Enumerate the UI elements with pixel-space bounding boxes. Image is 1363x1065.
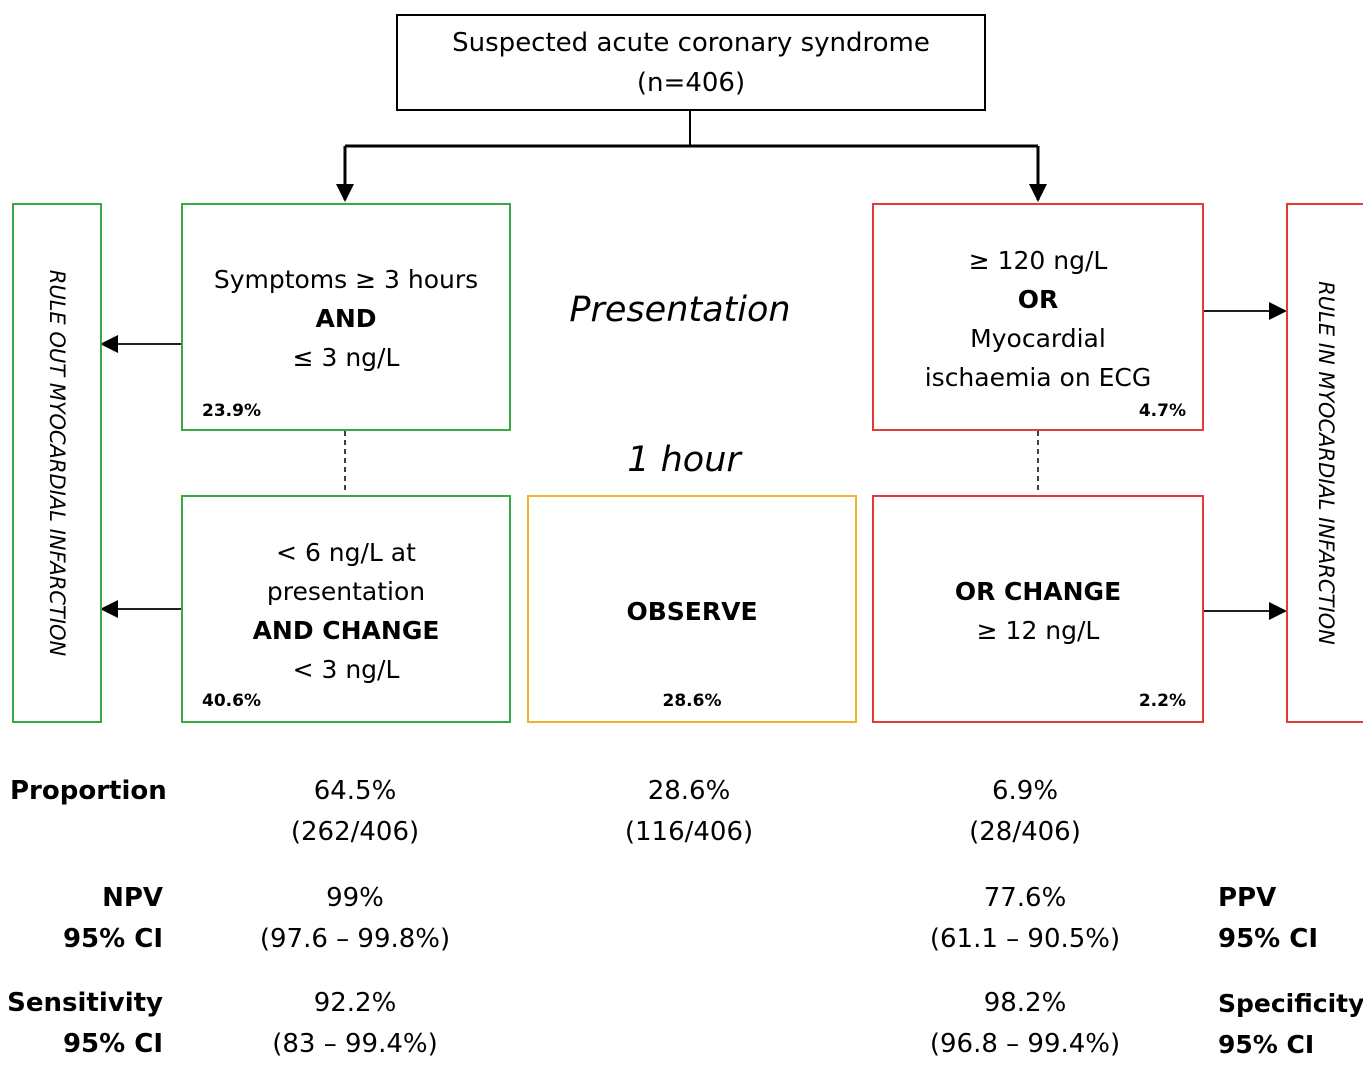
sensitivity-ci-label: 95% CI	[62, 1029, 163, 1059]
top-box-title: Suspected acute coronary syndrome	[452, 27, 930, 58]
sensitivity-ci: (83 – 99.4%)	[272, 1029, 438, 1059]
specificity-ci-label: 95% CI	[1218, 1030, 1315, 1059]
proportion-rule-out-pct: 64.5%	[313, 776, 397, 806]
npv-label-text: NPV	[102, 883, 163, 913]
rule-out-label: RULE OUT MYOCARDIAL INFARCTION	[45, 269, 69, 657]
sensitivity-label-text: Sensitivity	[7, 988, 163, 1018]
ro-1h-line1: < 6 ng/L at	[276, 538, 416, 567]
proportion-rule-in: 6.9% (28/406)	[885, 771, 1165, 853]
ro-pres-pct: 23.9%	[202, 401, 261, 421]
ppv-label: PPV 95% CI	[1218, 878, 1318, 960]
ppv-values: 77.6% (61.1 – 90.5%)	[885, 878, 1165, 960]
ri-pres-line4: ischaemia on ECG	[924, 363, 1152, 392]
npv-value: 99%	[326, 883, 384, 913]
ro-1h-line3: AND CHANGE	[252, 616, 440, 645]
proportion-observe-pct: 28.6%	[647, 776, 731, 806]
npv-label: NPV 95% CI	[0, 878, 163, 960]
rule-out-presentation-box: Symptoms ≥ 3 hours AND ≤ 3 ng/L 23.9%	[181, 203, 511, 431]
rule-in-box: RULE IN MYOCARDIAL INFARCTION	[1286, 203, 1363, 723]
top-box-count: (n=406)	[636, 67, 746, 98]
ri-1h-pct: 2.2%	[1138, 691, 1186, 711]
ro-pres-line1: Symptoms ≥ 3 hours	[213, 265, 479, 294]
npv-ci: (97.6 – 99.8%)	[259, 924, 451, 954]
suspected-acs-box: Suspected acute coronary syndrome (n=406…	[396, 14, 986, 111]
observe-pct: 28.6%	[662, 691, 722, 711]
ro-pres-line3: ≤ 3 ng/L	[292, 343, 400, 372]
specificity-value: 98.2%	[983, 988, 1067, 1018]
ro-pres-line2: AND	[315, 304, 377, 333]
rule-out-1h-box: < 6 ng/L at presentation AND CHANGE < 3 …	[181, 495, 511, 723]
ro-1h-line4: < 3 ng/L	[292, 655, 400, 684]
ri-pres-line3: Myocardial	[970, 324, 1106, 353]
ri-1h-line1: OR CHANGE	[954, 577, 1122, 606]
proportion-rule-out-count: (262/406)	[290, 817, 420, 847]
specificity-label-text: Specificity	[1218, 989, 1363, 1018]
specificity-label: Specificity 95% CI	[1218, 983, 1363, 1065]
ro-1h-pct: 40.6%	[202, 691, 261, 711]
proportion-observe-count: (116/406)	[624, 817, 754, 847]
proportion-rule-in-pct: 6.9%	[991, 776, 1059, 806]
rule-out-box: RULE OUT MYOCARDIAL INFARCTION	[12, 203, 102, 723]
rule-in-label: RULE IN MYOCARDIAL INFARCTION	[1314, 281, 1338, 645]
proportion-rule-out: 64.5% (262/406)	[215, 771, 495, 853]
sensitivity-value: 92.2%	[313, 988, 397, 1018]
specificity-values: 98.2% (96.8 – 99.4%)	[885, 983, 1165, 1065]
sensitivity-values: 92.2% (83 – 99.4%)	[215, 983, 495, 1065]
ri-pres-line1: ≥ 120 ng/L	[968, 246, 1108, 275]
ri-pres-line2: OR	[1017, 285, 1059, 314]
ppv-label-text: PPV	[1218, 883, 1277, 913]
proportion-observe: 28.6% (116/406)	[549, 771, 829, 853]
npv-ci-label: 95% CI	[62, 924, 163, 954]
rule-in-presentation-box: ≥ 120 ng/L OR Myocardial ischaemia on EC…	[872, 203, 1204, 431]
rule-in-1h-box: OR CHANGE ≥ 12 ng/L 2.2%	[872, 495, 1204, 723]
ri-1h-line2: ≥ 12 ng/L	[976, 616, 1100, 645]
specificity-ci: (96.8 – 99.4%)	[929, 1029, 1121, 1059]
sensitivity-label: Sensitivity 95% CI	[0, 983, 163, 1065]
stage-presentation: Presentation	[569, 290, 791, 330]
npv-values: 99% (97.6 – 99.8%)	[215, 878, 495, 960]
ri-pres-pct: 4.7%	[1138, 401, 1186, 421]
ppv-value: 77.6%	[983, 883, 1067, 913]
observe-box: OBSERVE 28.6%	[527, 495, 857, 723]
ppv-ci: (61.1 – 90.5%)	[929, 924, 1121, 954]
proportion-label: Proportion	[10, 776, 167, 806]
proportion-rule-in-count: (28/406)	[969, 817, 1081, 847]
stage-one-hour: 1 hour	[627, 440, 741, 480]
observe-label: OBSERVE	[626, 597, 758, 626]
ro-1h-line2: presentation	[266, 577, 426, 606]
ppv-ci-label: 95% CI	[1218, 924, 1319, 954]
